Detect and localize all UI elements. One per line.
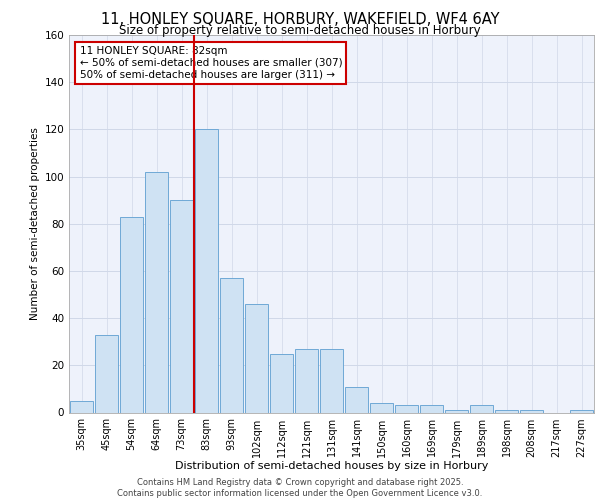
Bar (420, 406, 443, 412)
Bar (195, 130, 218, 412)
Y-axis label: Number of semi-detached properties: Number of semi-detached properties (30, 128, 40, 320)
Bar (320, 349, 343, 412)
Bar (570, 410, 593, 412)
Text: Size of property relative to semi-detached houses in Horbury: Size of property relative to semi-detach… (119, 24, 481, 37)
Bar (520, 410, 543, 412)
Bar (445, 410, 468, 412)
Bar (170, 200, 193, 412)
Bar (145, 172, 168, 412)
Bar (245, 304, 268, 412)
Bar (345, 386, 368, 412)
Bar (495, 410, 518, 412)
Bar (220, 278, 243, 412)
Text: 11, HONLEY SQUARE, HORBURY, WAKEFIELD, WF4 6AY: 11, HONLEY SQUARE, HORBURY, WAKEFIELD, W… (101, 12, 499, 28)
Bar (470, 406, 493, 412)
Bar (270, 354, 293, 412)
Bar (370, 403, 393, 412)
Text: 11 HONLEY SQUARE: 82sqm
← 50% of semi-detached houses are smaller (307)
50% of s: 11 HONLEY SQUARE: 82sqm ← 50% of semi-de… (79, 46, 342, 80)
Bar (395, 406, 418, 412)
Bar (70, 400, 93, 412)
Bar (120, 216, 143, 412)
Text: Contains HM Land Registry data © Crown copyright and database right 2025.
Contai: Contains HM Land Registry data © Crown c… (118, 478, 482, 498)
Bar (295, 349, 318, 412)
X-axis label: Distribution of semi-detached houses by size in Horbury: Distribution of semi-detached houses by … (175, 461, 488, 471)
Bar (95, 334, 118, 412)
